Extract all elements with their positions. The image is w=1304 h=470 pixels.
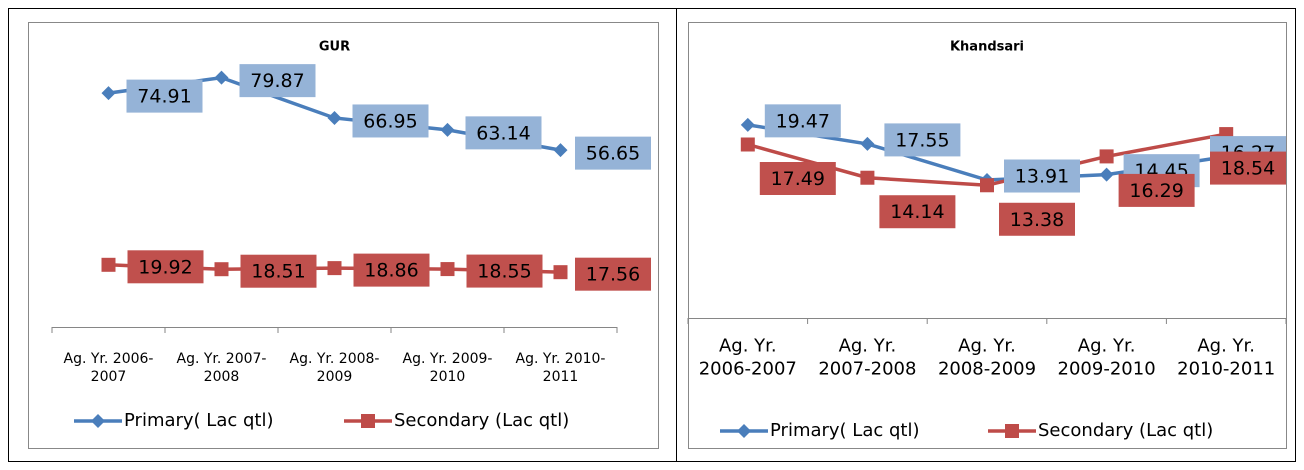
marker [1099,149,1114,164]
data-label-box [879,195,956,229]
data-label-box [1004,159,1080,193]
data-label-box [999,202,1075,236]
marker [91,414,105,428]
x-tick-label: Ag. Yr. 2008-2009 [290,351,380,385]
marker [101,257,116,272]
data-label-box [764,104,841,138]
data-label: 18.55 [477,261,531,283]
x-tick-label: Ag. Yr. 2007-2008 [818,335,916,379]
data-label: 18.86 [364,260,418,282]
data-label: 13.38 [1010,209,1064,231]
marker [361,414,375,428]
x-tick-label: Ag. Yr. 2006-2007 [64,351,154,385]
data-label: 79.87 [250,70,304,92]
data-label: 17.56 [586,264,640,286]
marker [740,137,755,152]
marker [740,117,755,132]
legend-label: Secondary (Lac qtl) [394,410,569,431]
data-label: 17.49 [771,168,825,190]
x-tick-label: Ag. Yr. 2010-2011 [516,351,606,385]
chart-title: GUR [319,40,350,55]
data-label-box [465,116,542,150]
data-label-box [466,254,543,288]
marker [553,143,568,158]
data-label: 19.47 [776,110,830,132]
data-label: 14.14 [890,201,944,223]
data-label: 19.92 [138,256,192,278]
chart-border [688,22,1287,449]
marker [860,170,875,185]
data-label: 66.95 [363,110,417,132]
data-label-box [352,104,429,138]
marker [1005,424,1019,438]
data-label: 17.55 [895,129,949,151]
marker [327,110,342,125]
marker [1099,167,1114,182]
data-label: 13.91 [1015,166,1069,188]
marker [553,265,568,280]
marker [101,86,116,101]
legend-label: Secondary (Lac qtl) [1038,420,1213,441]
data-label: 18.51 [251,261,305,283]
marker [214,70,229,85]
data-label-box [1210,151,1286,185]
marker [980,178,994,193]
data-label-box [575,136,651,170]
data-label: 74.91 [137,86,191,108]
x-tick-label: Ag. Yr. 2007-2008 [177,351,267,385]
data-label-box [1118,173,1195,207]
chart-title: Khandsari [950,40,1024,55]
x-tick-label: Ag. Yr. 2006-2007 [699,335,797,379]
data-label-box [575,257,651,291]
legend-label: Primary( Lac qtl) [770,420,919,441]
data-label-box [884,123,961,157]
data-label-box [239,64,316,98]
marker [214,262,229,277]
x-tick-label: Ag. Yr. 2008-2009 [938,335,1036,379]
marker [860,136,875,151]
marker [440,122,455,137]
data-label-box [127,250,204,284]
data-label: 16.29 [1129,180,1183,202]
data-label: 18.54 [1221,158,1275,180]
x-tick-label: Ag. Yr. 2010-2011 [1177,335,1275,379]
marker [327,261,342,276]
data-label-box [126,79,203,113]
marker [737,424,751,438]
data-label: 63.14 [476,122,530,144]
table-border [8,8,1296,462]
data-label: 56.65 [586,143,640,165]
legend-label: Primary( Lac qtl) [124,410,273,431]
x-tick-label: Ag. Yr. 2009-2010 [1058,335,1156,379]
data-label-box [759,161,836,195]
data-label-box [240,254,317,288]
data-label-box [353,253,430,287]
x-tick-label: Ag. Yr. 2009-2010 [403,351,493,385]
marker [440,262,455,277]
